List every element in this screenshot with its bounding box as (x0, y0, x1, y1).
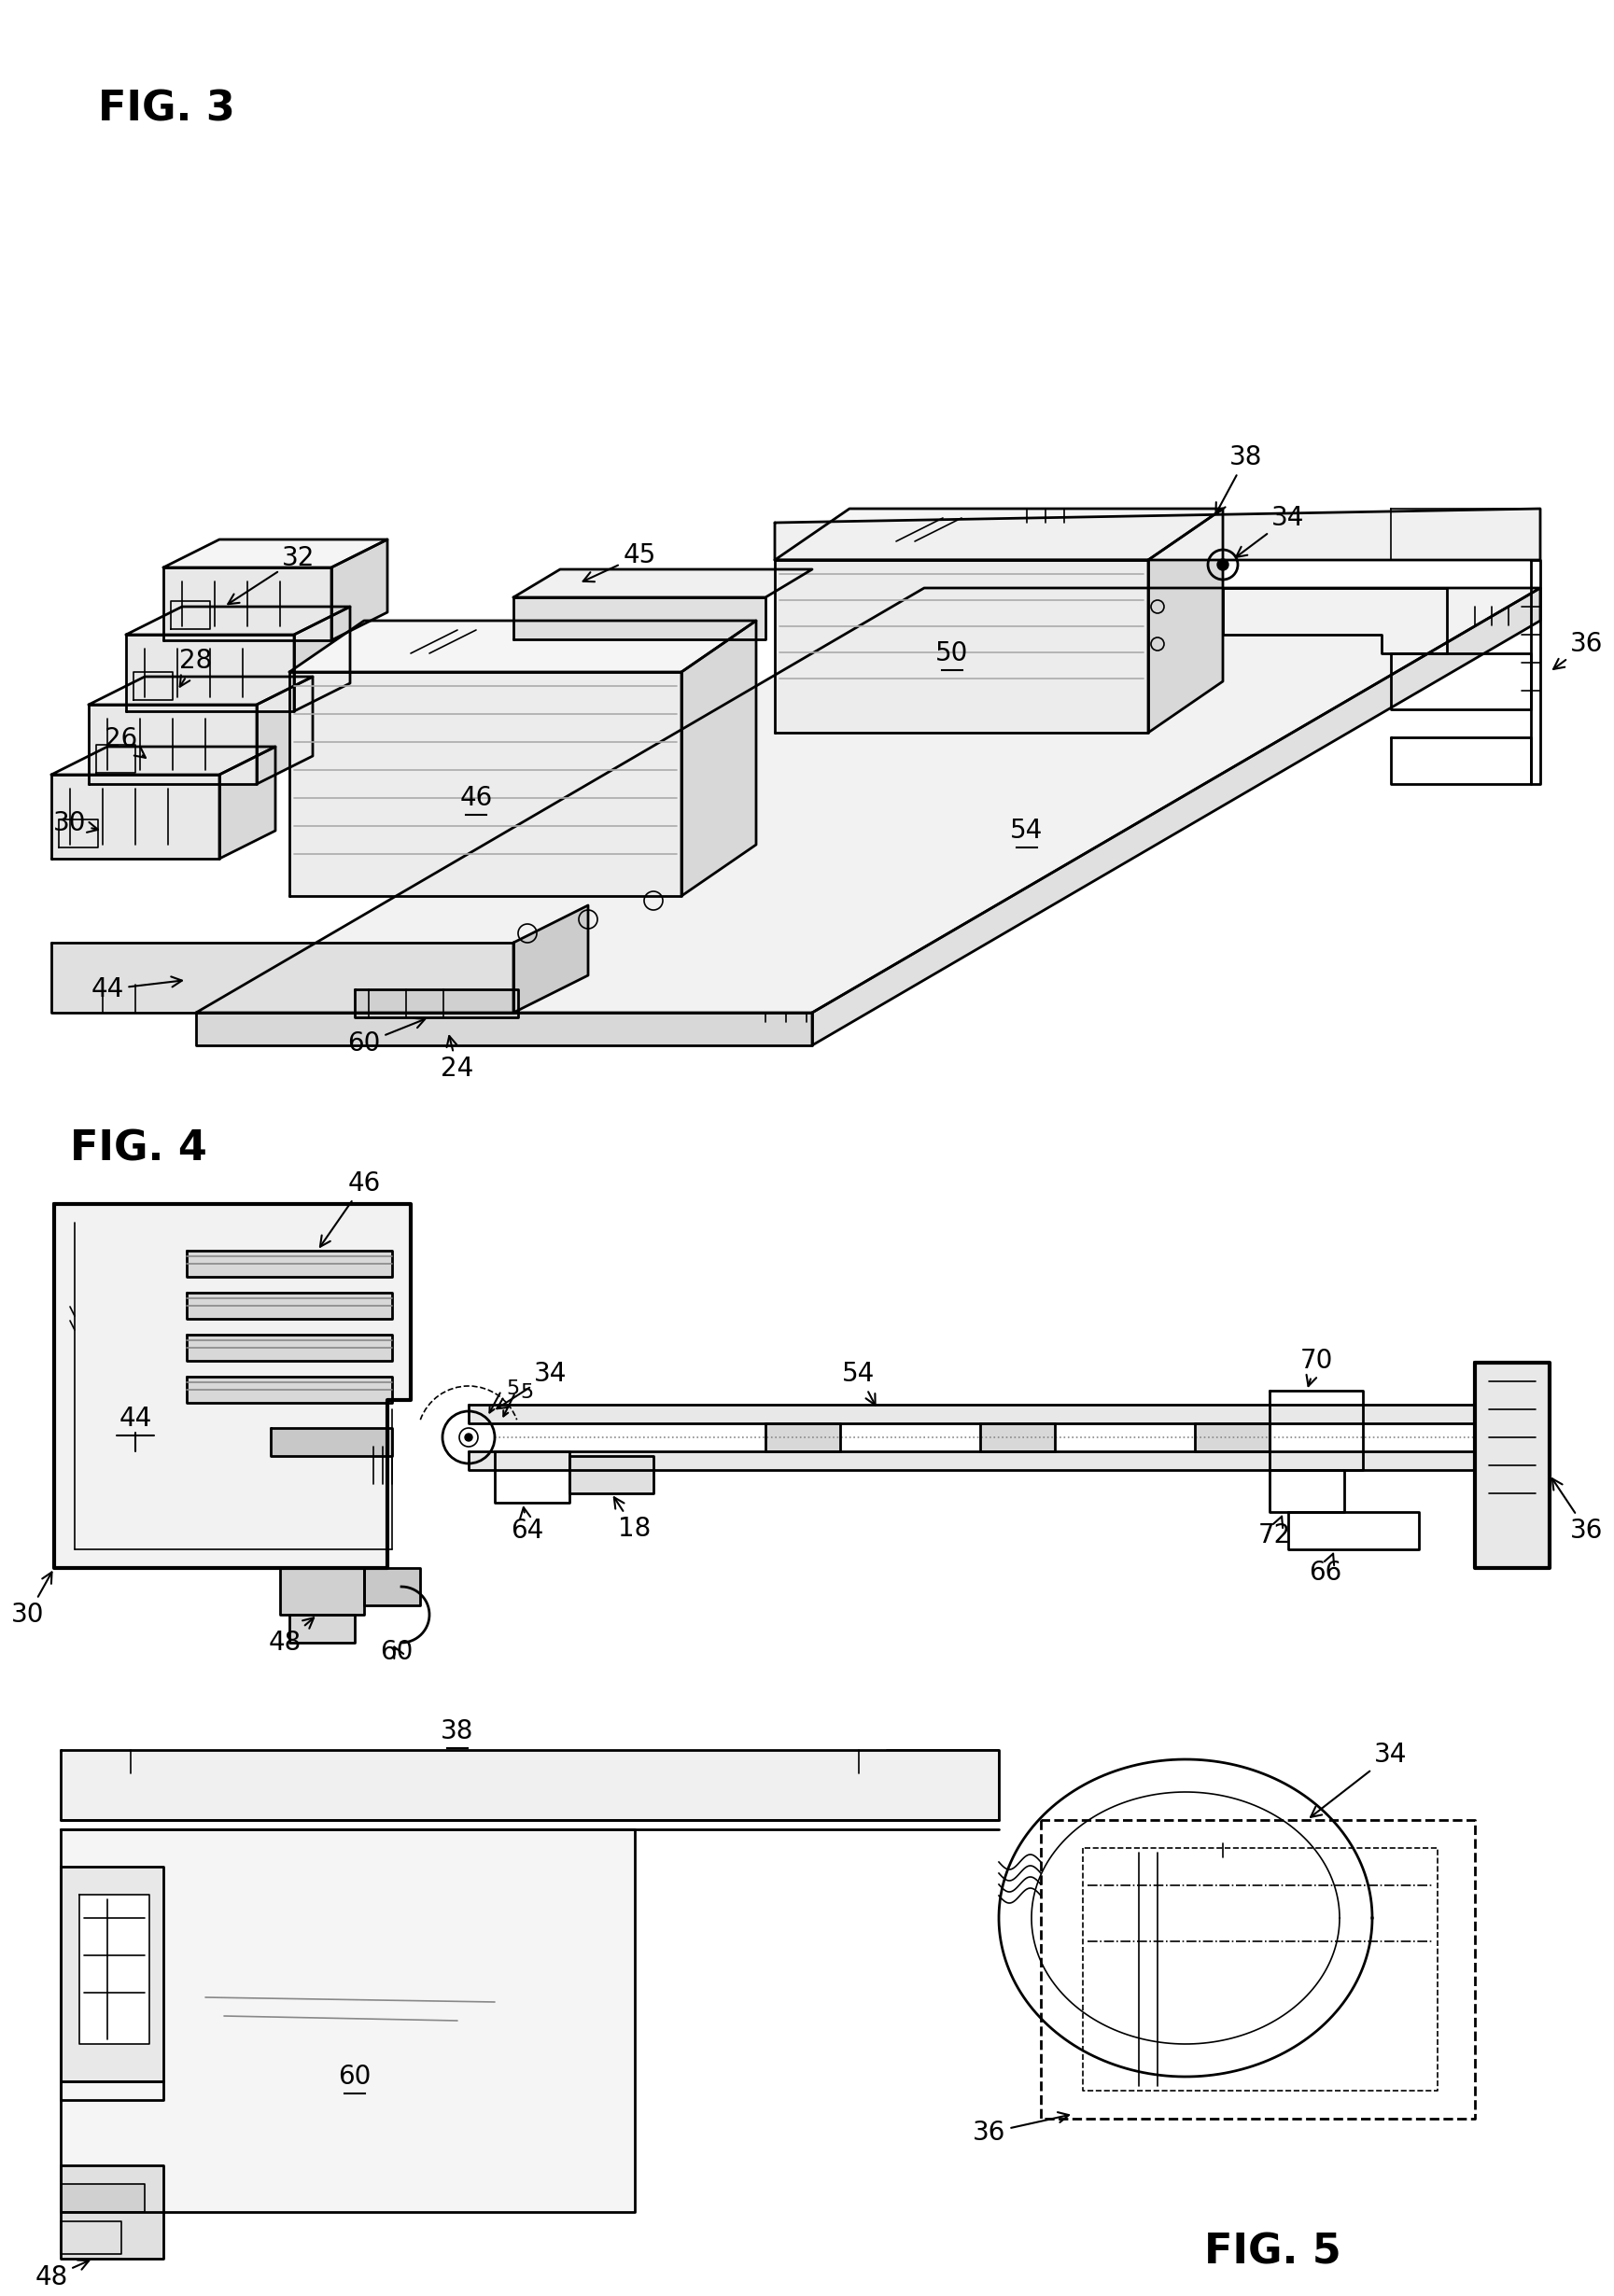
Polygon shape (468, 1405, 1475, 1424)
Polygon shape (1223, 588, 1446, 654)
Circle shape (465, 1433, 473, 1442)
Text: FIG. 5: FIG. 5 (1204, 2232, 1341, 2273)
Polygon shape (365, 1568, 420, 1605)
Text: 5: 5 (520, 1382, 533, 1403)
Polygon shape (61, 1867, 163, 2082)
Polygon shape (271, 1428, 392, 1456)
Polygon shape (289, 673, 681, 895)
Circle shape (1217, 558, 1228, 569)
Text: 5: 5 (505, 1380, 520, 1398)
Text: 64: 64 (512, 1508, 544, 1543)
Polygon shape (281, 1568, 365, 1614)
Polygon shape (1148, 510, 1223, 732)
Polygon shape (294, 606, 350, 712)
Polygon shape (513, 569, 812, 597)
Polygon shape (61, 2165, 163, 2259)
Polygon shape (220, 746, 276, 859)
Polygon shape (775, 510, 1540, 560)
Polygon shape (195, 588, 1540, 1013)
Text: 46: 46 (320, 1171, 381, 1247)
Polygon shape (355, 990, 518, 1017)
Text: 54: 54 (1010, 817, 1043, 843)
Polygon shape (195, 1013, 812, 1045)
Polygon shape (126, 634, 294, 712)
Polygon shape (126, 606, 350, 634)
Text: 36: 36 (973, 2112, 1068, 2147)
Polygon shape (775, 510, 1223, 560)
Text: FIG. 3: FIG. 3 (98, 90, 236, 129)
Polygon shape (765, 1424, 841, 1451)
Text: 24: 24 (441, 1035, 475, 1081)
Text: 66: 66 (1309, 1554, 1341, 1587)
Polygon shape (289, 620, 755, 673)
Polygon shape (89, 677, 313, 705)
Text: 44: 44 (90, 976, 182, 1003)
Polygon shape (163, 567, 331, 641)
Polygon shape (52, 774, 220, 859)
Polygon shape (513, 905, 587, 1013)
Polygon shape (331, 540, 387, 641)
Polygon shape (187, 1293, 392, 1318)
Text: 46: 46 (460, 785, 492, 810)
Polygon shape (52, 944, 513, 1013)
Polygon shape (61, 2183, 145, 2211)
Polygon shape (513, 597, 765, 638)
Polygon shape (468, 1451, 1475, 1469)
Text: FIG. 4: FIG. 4 (69, 1130, 207, 1169)
Text: 60: 60 (347, 1017, 424, 1056)
Polygon shape (79, 1894, 150, 2043)
Text: 36: 36 (1553, 631, 1603, 668)
Text: 60: 60 (339, 2064, 371, 2089)
Polygon shape (812, 588, 1540, 1045)
Text: 50: 50 (936, 641, 968, 666)
Polygon shape (980, 1424, 1056, 1451)
Text: 32: 32 (228, 544, 315, 604)
Text: 38: 38 (441, 1717, 475, 1745)
Polygon shape (61, 1830, 634, 2211)
Text: 28: 28 (179, 647, 213, 687)
Polygon shape (570, 1456, 654, 1492)
Polygon shape (61, 1750, 999, 1821)
Text: 36: 36 (1553, 1479, 1603, 1543)
Polygon shape (1475, 1362, 1549, 1568)
Polygon shape (1194, 1424, 1270, 1451)
Text: 70: 70 (1299, 1348, 1333, 1387)
Text: 34: 34 (1311, 1743, 1407, 1816)
Polygon shape (55, 1203, 410, 1568)
Text: 34: 34 (1236, 505, 1304, 558)
Polygon shape (52, 746, 276, 774)
Text: 38: 38 (1215, 443, 1262, 514)
Polygon shape (163, 540, 387, 567)
Text: 48: 48 (268, 1619, 313, 1655)
Text: 34: 34 (497, 1362, 567, 1410)
Text: 30: 30 (11, 1573, 52, 1628)
Polygon shape (681, 620, 755, 895)
Polygon shape (257, 677, 313, 783)
Text: 54: 54 (843, 1362, 875, 1405)
Polygon shape (89, 705, 257, 783)
Text: 44: 44 (119, 1405, 152, 1433)
Text: 30: 30 (53, 810, 98, 836)
Text: 60: 60 (381, 1639, 413, 1665)
Text: 18: 18 (613, 1497, 650, 1543)
Text: 48: 48 (36, 2259, 89, 2291)
Polygon shape (289, 1614, 355, 1642)
Text: 72: 72 (1257, 1515, 1291, 1548)
Text: 45: 45 (583, 542, 655, 581)
Text: 26: 26 (105, 726, 145, 758)
Polygon shape (187, 1334, 392, 1362)
Polygon shape (775, 560, 1148, 732)
Polygon shape (187, 1378, 392, 1403)
Polygon shape (187, 1251, 392, 1277)
